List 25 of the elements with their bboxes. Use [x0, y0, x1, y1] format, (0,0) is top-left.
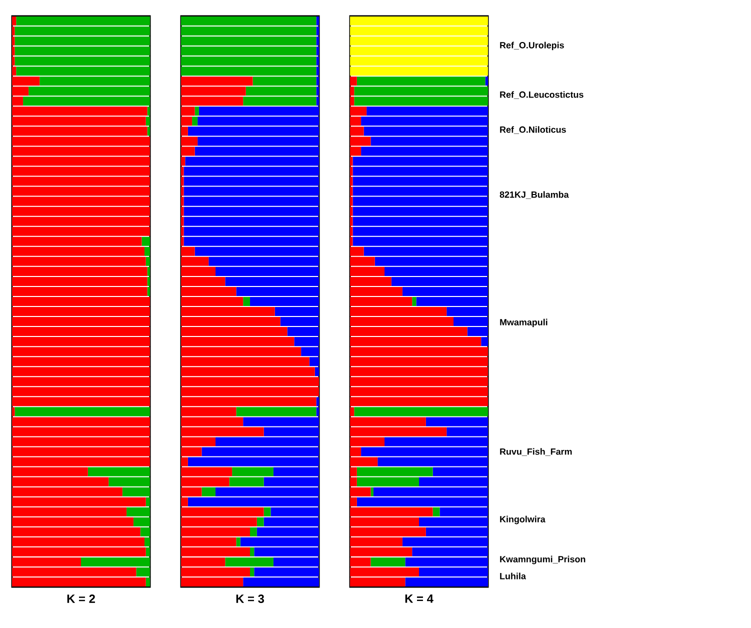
bar — [14, 407, 150, 416]
bar — [236, 407, 316, 416]
bar — [354, 407, 488, 416]
bar — [485, 76, 488, 86]
x-axis-title: K = 4 — [405, 594, 434, 603]
text: Luhila — [500, 572, 526, 580]
bar — [250, 527, 257, 536]
text: 821KJ_Bulamba — [500, 191, 569, 199]
text: Kingolwira — [500, 516, 546, 524]
bar — [243, 296, 250, 306]
text: Ref_O.Urolepis — [500, 42, 564, 50]
bar — [264, 507, 271, 516]
text: Ref_O.Niloticus — [500, 126, 566, 134]
bar — [432, 507, 440, 516]
bar — [236, 537, 240, 546]
text: Ref_O.Leucostictus — [500, 91, 584, 99]
text: Ruvu_Fish_Farm — [500, 448, 572, 456]
x-axis-title: K = 2 — [67, 594, 95, 603]
text: Kwamngumi_Prison — [500, 556, 586, 564]
bar — [412, 296, 416, 306]
bar — [370, 557, 406, 566]
bar — [202, 487, 216, 496]
x-axis-title: K = 3 — [236, 594, 264, 603]
text: Mwamapuli — [500, 318, 548, 328]
bar — [256, 517, 264, 526]
